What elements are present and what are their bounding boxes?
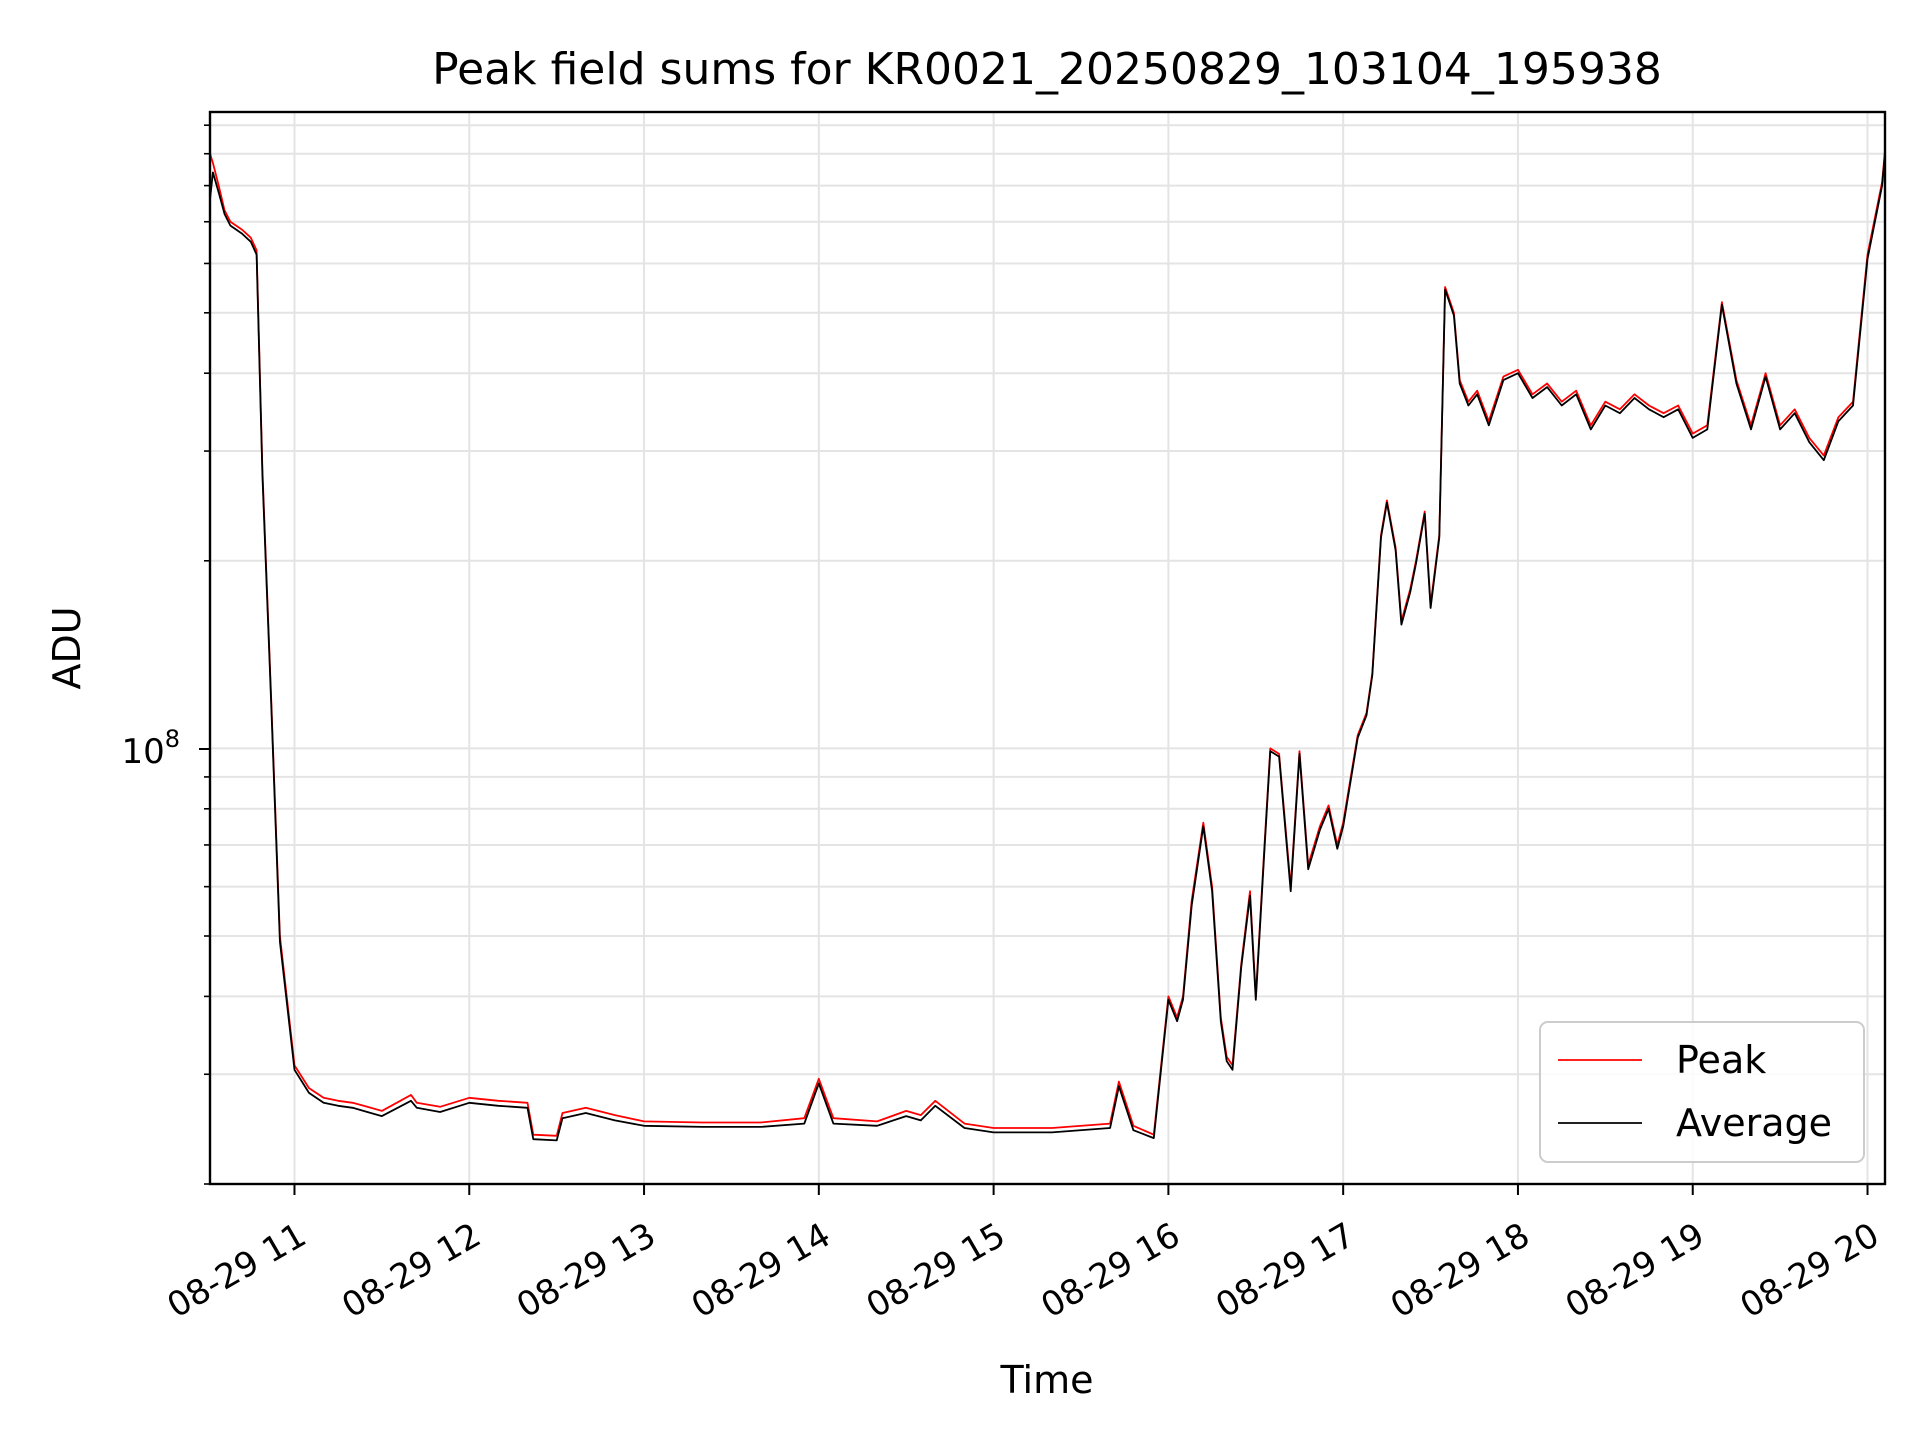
x-axis-label: Time [1000,1358,1094,1402]
plot-series [209,150,1886,1142]
series-line-average [209,153,1886,1142]
plot-area-frame [208,110,1887,1186]
legend-label-peak: Peak [1676,1038,1766,1082]
y-tick-label: 108 [121,725,180,772]
legend: Peak Average [1539,1021,1865,1163]
chart-title: Peak field sums for KR0021_20250829_1031… [432,44,1662,95]
y-axis-label: ADU [45,606,89,689]
y-axis-ticks: 108 [121,124,210,1185]
legend-label-average: Average [1676,1101,1832,1145]
legend-box [1539,1021,1865,1163]
